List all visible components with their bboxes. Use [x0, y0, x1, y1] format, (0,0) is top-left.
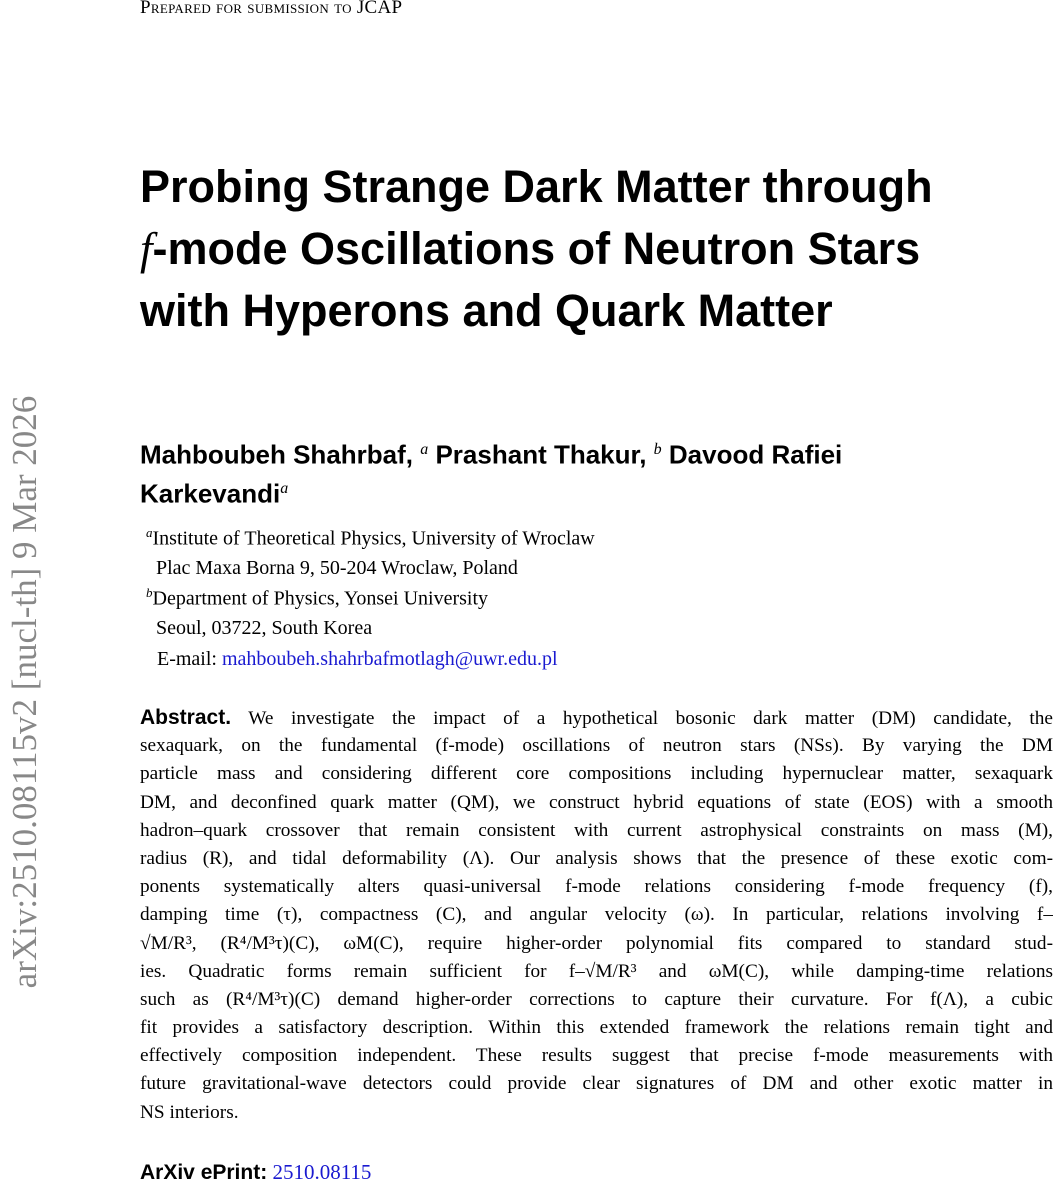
abstract-line: particle mass and considering different …	[140, 763, 1053, 785]
affil-marker: a	[420, 441, 429, 458]
abstract-line: NS interiors.	[140, 1101, 239, 1123]
abstract-line: damping time (τ), compactness (C), and a…	[140, 904, 1053, 926]
affil-marker: a	[280, 479, 289, 497]
paper-title: Probing Strange Dark Matter through f-mo…	[140, 156, 1053, 342]
abstract-line: hadron–quark crossover that remain consi…	[140, 819, 1053, 841]
title-line-text: -mode Oscillations of Neutron Stars	[152, 223, 921, 274]
eprint-label: ArXiv ePrint:	[140, 1161, 268, 1184]
affiliation-address: Plac Maxa Borna 9, 50-204 Wroclaw, Polan…	[156, 556, 518, 579]
affiliation-line: bDepartment of Physics, Yonsei Universit…	[146, 578, 488, 614]
author-name: Mahboubeh Shahrbaf,	[140, 439, 413, 470]
author-name: Prashant Thakur,	[435, 439, 647, 470]
abstract-line: Abstract. We investigate the impact of a…	[140, 704, 1053, 732]
affiliation-name: Institute of Theoretical Physics, Univer…	[152, 527, 595, 550]
affiliation: bDepartment of Physics, Yonsei Universit…	[146, 578, 488, 643]
abstract-line: sexaquark, on the fundamental (f-mode) o…	[140, 735, 1053, 757]
affiliation-line: aInstitute of Theoretical Physics, Unive…	[146, 518, 595, 554]
abstract: Abstract. We investigate the impact of a…	[140, 704, 1053, 1127]
abstract-line: effectively composition independent. The…	[140, 1045, 1053, 1067]
abstract-line: future gravitational-wave detectors coul…	[140, 1073, 1053, 1095]
title-line: f-mode Oscillations of Neutron Stars	[140, 218, 1053, 280]
author-list: Mahboubeh Shahrbaf, a Prashant Thakur, b…	[140, 433, 1040, 510]
abstract-line: ponents systematically alters quasi-univ…	[140, 876, 1053, 898]
abstract-line: such as (R⁴/M³τ)(C) demand higher-order …	[140, 988, 1053, 1010]
abstract-label: Abstract.	[140, 706, 232, 729]
eprint-line: ArXiv ePrint: 2510.08115	[140, 1160, 371, 1185]
arxiv-side-stamp: arXiv:2510.08115v2 [nucl-th] 9 Mar 2026	[5, 395, 44, 989]
email-link[interactable]: mahboubeh.shahrbafmotlagh@uwr.edu.pl	[221, 648, 558, 670]
title-line: Probing Strange Dark Matter through	[140, 161, 933, 212]
affiliation-address: Seoul, 03722, South Korea	[156, 616, 373, 639]
email-line: E-mail: mahboubeh.shahrbafmotlagh@uwr.ed…	[157, 648, 558, 671]
abstract-line: radius (R), and tidal deformability (Λ).…	[140, 847, 1053, 869]
eprint-link[interactable]: 2510.08115	[272, 1160, 372, 1184]
abstract-line: DM, and deconfined quark matter (QM), we…	[140, 791, 1053, 813]
author-name: Karkevandi	[140, 478, 281, 509]
running-header: Prepared for submission to JCAP	[140, 0, 403, 18]
title-symbol: f	[140, 224, 153, 274]
abstract-line: √M/R³, (R⁴/M³τ)(C), ωM(C), require highe…	[140, 932, 1053, 954]
email-label: E-mail:	[157, 648, 217, 670]
title-line: with Hyperons and Quark Matter	[140, 285, 833, 336]
abstract-text: We investigate the impact of a hypotheti…	[248, 708, 1053, 729]
affiliation-name: Department of Physics, Yonsei University	[152, 587, 489, 610]
abstract-line: fit provides a satisfactory description.…	[140, 1017, 1053, 1039]
affil-marker: b	[653, 441, 662, 458]
affiliation: aInstitute of Theoretical Physics, Unive…	[146, 518, 595, 583]
abstract-line: ies. Quadratic forms remain sufficient f…	[140, 960, 1053, 982]
affil-marker: a	[146, 525, 153, 540]
affil-marker: b	[146, 585, 153, 600]
author-name: Davood Rafiei	[668, 439, 843, 470]
